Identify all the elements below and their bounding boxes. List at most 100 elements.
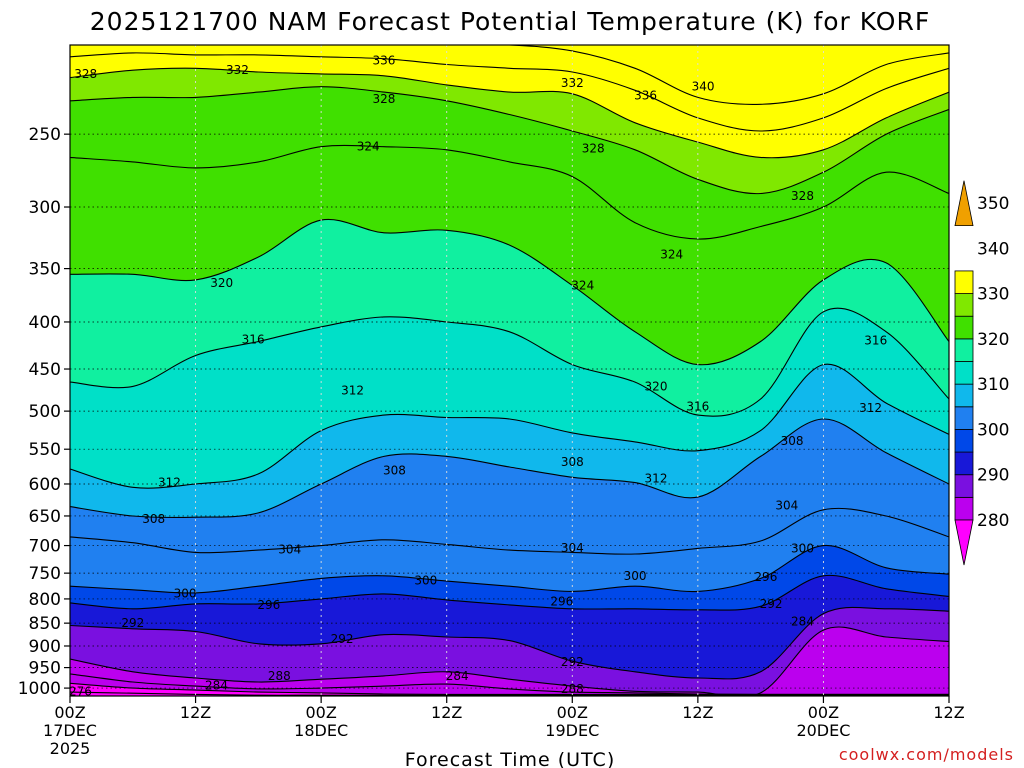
contour-label: 284	[791, 615, 814, 629]
contour-label: 308	[383, 463, 406, 477]
isentrope-276	[70, 691, 949, 696]
colorbar-label: 280	[977, 511, 1009, 531]
isentrope-320	[70, 218, 949, 366]
isentrope-308	[70, 418, 949, 519]
y-axis: 250 300 350 400 450 500 550 600 650 700 750 800 850 9…	[18, 125, 70, 699]
contour-label: 308	[142, 512, 165, 526]
contour-label: 336	[634, 89, 657, 103]
y-tick-label: 600	[29, 475, 61, 495]
colorbar-label: 290	[977, 466, 1009, 486]
contour-label: 324	[660, 248, 683, 262]
colorbar-segment	[954, 429, 974, 453]
isentrope-336	[70, 52, 949, 132]
contour-label: 312	[158, 476, 181, 490]
y-tick-label: 450	[29, 360, 61, 380]
contour-label: 308	[781, 434, 804, 448]
y-tick-label: 900	[29, 637, 61, 657]
contour-label: 316	[242, 333, 265, 347]
isentrope-328	[70, 86, 949, 195]
contour-label: 304	[278, 543, 301, 557]
y-tick-label: 800	[29, 590, 61, 610]
x-tick-date: 19DEC	[545, 721, 599, 740]
x-tick-label: 00Z	[305, 703, 336, 722]
isentrope-332	[70, 67, 949, 159]
y-tick-label: 400	[29, 313, 61, 333]
contour-label: 304	[775, 498, 798, 512]
credit-link[interactable]: coolwx.com/models	[839, 745, 1014, 764]
y-tick-label: 500	[29, 402, 61, 422]
colorbar-segment	[954, 496, 974, 521]
y-tick-label: 300	[29, 198, 61, 218]
y-tick-label: 550	[29, 440, 61, 460]
contour-label: 300	[414, 574, 437, 588]
colorbar-segment	[954, 361, 974, 385]
colorbar-label: 320	[977, 330, 1009, 350]
isentrope-284	[70, 673, 949, 695]
colorbar-segment	[954, 451, 974, 476]
colorbar-label: 300	[977, 420, 1009, 440]
x-tick-label: 12Z	[682, 703, 713, 722]
contour-label: 308	[561, 455, 584, 469]
contour-label: 328	[74, 67, 97, 81]
colorbar-segment	[954, 315, 974, 340]
colorbar-high-arrow	[954, 180, 974, 227]
contour-label: 336	[372, 54, 395, 68]
contour-label: 292	[331, 632, 354, 646]
y-tick-label: 1000	[18, 679, 61, 699]
isentrope-324	[70, 144, 949, 240]
colorbar-label: 330	[977, 285, 1009, 305]
contour-label: 320	[210, 276, 233, 290]
colorbar-segment	[954, 474, 974, 498]
contour-label: 332	[226, 63, 249, 77]
x-tick-label: 12Z	[933, 703, 964, 722]
contour-label: 296	[257, 598, 280, 612]
contour-label: 288	[268, 669, 291, 683]
x-tick-label: 12Z	[431, 703, 462, 722]
contour-label: 300	[174, 586, 197, 600]
contour-label: 324	[357, 140, 380, 154]
contour-label: 316	[864, 334, 887, 348]
contour-label: 328	[791, 189, 814, 203]
colorbar-segment	[954, 406, 974, 430]
contour-label: 296	[754, 570, 777, 584]
x-tick-label: 12Z	[180, 703, 211, 722]
filled-contours	[70, 45, 949, 696]
contour-label: 284	[446, 669, 469, 683]
x-tick-label: 00Z	[54, 703, 85, 722]
colorbar-segment	[954, 383, 974, 408]
isentrope-316	[70, 307, 949, 417]
contour-label: 292	[760, 597, 783, 611]
y-tick-label: 350	[29, 260, 61, 280]
colorbar-label: 310	[977, 375, 1009, 395]
contour-label: 332	[561, 76, 584, 90]
contour-label: 312	[859, 401, 882, 415]
isentrope-lines	[70, 45, 949, 696]
y-tick-label: 700	[29, 537, 61, 557]
y-tick-label: 850	[29, 614, 61, 634]
contour-label: 324	[571, 278, 594, 292]
x-tick-date: 18DEC	[294, 721, 348, 740]
x-tick-label: 00Z	[808, 703, 839, 722]
y-tick-label: 750	[29, 564, 61, 584]
band-fill	[70, 45, 949, 105]
contour-label: 288	[561, 682, 584, 696]
contour-label: 292	[561, 655, 584, 669]
plot-frame	[69, 44, 950, 697]
colorbar-segment	[954, 293, 974, 317]
isentrope-312	[70, 363, 949, 489]
contour-label: 328	[372, 92, 395, 106]
x-tick-year: 2025	[50, 739, 91, 758]
colorbar-segment	[954, 338, 974, 362]
x-tick-date: 20DEC	[796, 721, 850, 740]
contour-label: 276	[69, 684, 92, 698]
isentrope-292	[70, 606, 949, 680]
y-tick-label: 650	[29, 507, 61, 527]
contour-label: 320	[645, 379, 668, 393]
chart-title: 2025121700 NAM Forecast Potential Temper…	[90, 7, 930, 36]
contour-label: 328	[582, 141, 605, 155]
contour-label: 300	[624, 569, 647, 583]
contour-label: 340	[692, 80, 715, 94]
x-axis-title: Forecast Time (UTC)	[405, 749, 615, 768]
